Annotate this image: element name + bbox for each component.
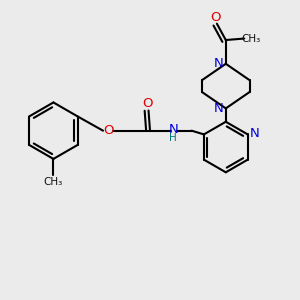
Text: N: N — [249, 127, 259, 140]
Text: N: N — [214, 102, 224, 115]
Text: O: O — [103, 124, 114, 137]
Text: N: N — [168, 123, 178, 136]
Text: H: H — [169, 133, 177, 142]
Text: CH₃: CH₃ — [242, 34, 261, 44]
Text: N: N — [214, 57, 224, 70]
Text: O: O — [211, 11, 221, 24]
Text: O: O — [143, 98, 153, 110]
Text: CH₃: CH₃ — [44, 177, 63, 187]
